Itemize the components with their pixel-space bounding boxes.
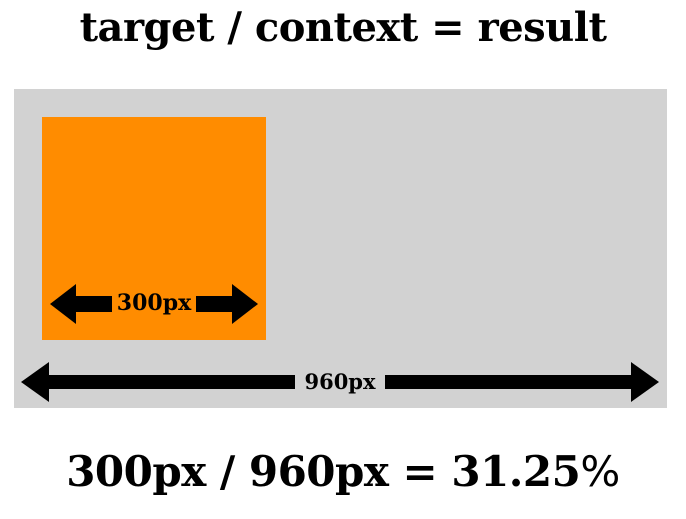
diagram-title: target / context = result <box>79 4 607 51</box>
context-arrow-left-head <box>21 362 49 402</box>
target-arrow-left-shaft <box>74 296 112 312</box>
target-width-label: 300px <box>116 290 192 316</box>
formula-percent-sign: % <box>580 447 620 496</box>
formula-expression: 300px / 960px = 31.25 <box>66 447 581 496</box>
target-box: 300px <box>42 117 266 340</box>
context-container: 300px 960px <box>14 89 667 408</box>
target-width-arrow <box>50 284 258 324</box>
context-arrow-left-shaft <box>47 375 295 389</box>
target-arrow-right-head <box>232 284 258 324</box>
target-arrow-right-shaft <box>196 296 234 312</box>
context-arrow-right-head <box>631 362 659 402</box>
context-arrow-right-shaft <box>385 375 633 389</box>
formula: 300px / 960px = 31.25% <box>0 446 686 498</box>
target-arrow-left-head <box>50 284 76 324</box>
context-width-arrow <box>21 362 659 402</box>
context-width-label: 960px <box>304 369 376 394</box>
